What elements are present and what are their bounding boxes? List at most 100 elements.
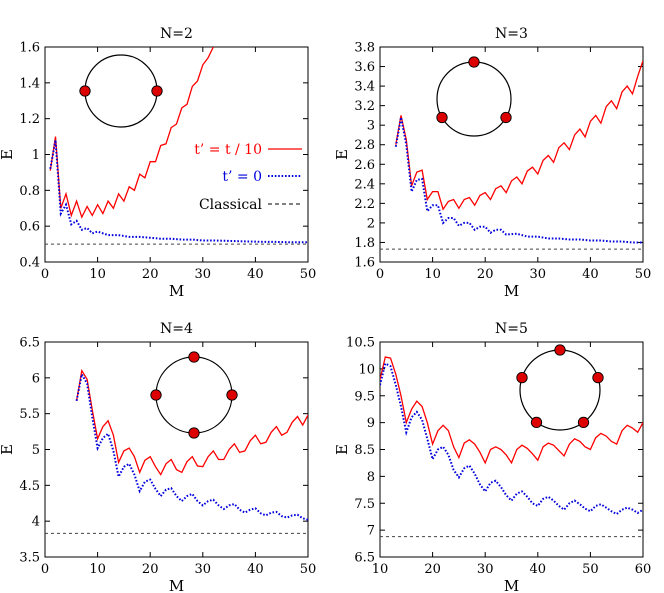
legend-label: t’ = t / 10 (194, 142, 262, 158)
x-tick-label: 30 (195, 267, 212, 282)
x-tick-label: 60 (635, 562, 652, 577)
particle-dot (577, 416, 590, 429)
x-tick-label: 10 (372, 562, 389, 577)
y-tick-label: 2.2 (354, 197, 375, 212)
y-tick-label: 0.8 (19, 184, 40, 199)
x-tick-label: 20 (424, 562, 441, 577)
legend: t’ = t / 10 t’ = 0 Classical (194, 142, 302, 213)
y-axis-label: E (0, 444, 16, 455)
y-tick-label: 1.4 (19, 76, 40, 91)
x-tick-label: 10 (424, 267, 441, 282)
y-tick-label: 1.2 (19, 112, 40, 127)
panel-n3: N=3 0 10 20 30 40 50 1.6 1.8 2 2.2 2.4 2.6 2.8 3 3.2 3.4… (333, 26, 651, 300)
particle-dot (188, 351, 200, 363)
y-tick-label: 3.4 (354, 80, 375, 95)
x-axis-label: M (169, 577, 184, 593)
particle-dot (226, 389, 238, 401)
y-tick-label: 4.5 (19, 479, 40, 494)
ring-circle (84, 54, 158, 128)
panel-title: N=5 (495, 321, 528, 337)
x-tick-label: 40 (530, 562, 547, 577)
series-line-zero (75, 371, 308, 521)
x-tick-label: 10 (89, 562, 106, 577)
particle-dot (500, 111, 512, 124)
legend-entry: Classical (199, 197, 302, 213)
y-tick-label: 0.6 (19, 220, 40, 235)
particle-dot (151, 85, 163, 97)
x-tick-label: 20 (142, 267, 159, 282)
x-tick-label: 20 (477, 267, 494, 282)
series-line-hop (380, 356, 643, 465)
series-line-zero (49, 140, 308, 244)
y-tick-label: 5 (32, 443, 40, 458)
series-line-zero (394, 117, 643, 244)
particle-dot (530, 416, 543, 429)
y-tick-label: 2.6 (354, 158, 375, 173)
y-tick-label: 2.8 (354, 138, 375, 153)
y-axis-label: E (333, 444, 351, 455)
panel-n2: N=2 0 10 20 30 40 50 0.4 0.6 0.8 1 1.2 1.4 1.6 M E (0, 26, 316, 300)
y-tick-label: 9.5 (354, 389, 375, 404)
legend-label: t’ = 0 (222, 169, 262, 185)
y-tick-label: 2 (367, 216, 375, 231)
plot-frame (379, 341, 644, 558)
series-line-hop (395, 60, 643, 211)
x-tick-label: 50 (300, 562, 317, 577)
ring-diagram (516, 344, 604, 431)
particle-dot (436, 111, 448, 124)
y-tick-label: 3.8 (354, 41, 375, 56)
y-tick-label: 7 (367, 524, 375, 539)
ring-diagram (79, 54, 163, 128)
particle-dot (516, 371, 528, 384)
y-tick-label: 9 (367, 416, 375, 431)
y-tick-label: 6.5 (19, 336, 40, 351)
panel-title: N=2 (160, 26, 193, 42)
x-tick-label: 50 (300, 267, 317, 282)
particle-dot (468, 56, 480, 68)
particle-dot (79, 85, 91, 97)
y-tick-label: 1.8 (354, 236, 375, 251)
x-tick-label: 20 (142, 562, 159, 577)
series-line-hop (75, 368, 308, 476)
panel-title: N=3 (495, 26, 528, 42)
x-tick-label: 30 (477, 562, 494, 577)
x-tick-label: 50 (635, 267, 652, 282)
particle-dot (188, 427, 200, 439)
x-tick-label: 30 (530, 267, 547, 282)
x-tick-label: 0 (376, 267, 384, 282)
ring-diagram (436, 56, 512, 137)
y-tick-label: 10.5 (346, 336, 375, 351)
x-tick-label: 40 (247, 562, 264, 577)
x-tick-label: 50 (582, 562, 599, 577)
y-tick-label: 10 (358, 362, 375, 377)
y-tick-label: 1.6 (19, 41, 40, 56)
x-tick-label: 0 (41, 562, 49, 577)
y-axis-label: E (333, 149, 351, 160)
series-line-hop (49, 47, 214, 219)
ring-diagram (150, 351, 238, 439)
particle-dot (554, 344, 566, 356)
plot-frame (379, 46, 644, 263)
x-axis-label: M (504, 282, 519, 300)
y-tick-label: 6.5 (354, 551, 375, 566)
panel-n5: N=5 10 20 30 40 50 60 6.5 7 7.5 8 8.5 9 9.5 10 10.5 M E (333, 321, 651, 593)
legend-entry: t’ = t / 10 (194, 142, 302, 158)
panel-title: N=4 (160, 321, 193, 337)
y-tick-label: 3 (367, 119, 375, 134)
y-tick-label: 8 (367, 470, 375, 485)
x-tick-label: 10 (89, 267, 106, 282)
x-axis-label: M (504, 577, 519, 593)
y-tick-label: 3.2 (354, 99, 375, 114)
y-tick-label: 3.6 (354, 60, 375, 75)
panel-n4: N=4 0 10 20 30 40 50 3.5 4 4.5 5 5.5 6 6.5 M E (0, 321, 316, 593)
y-tick-label: 1 (32, 148, 40, 163)
legend-label: Classical (199, 197, 263, 213)
particle-dot (592, 371, 604, 384)
y-tick-label: 2.4 (354, 177, 375, 192)
particle-dot (150, 389, 162, 401)
series-line-zero (380, 362, 643, 516)
legend-entry: t’ = 0 (222, 169, 302, 185)
x-tick-label: 0 (41, 267, 49, 282)
y-tick-label: 7.5 (354, 497, 375, 512)
